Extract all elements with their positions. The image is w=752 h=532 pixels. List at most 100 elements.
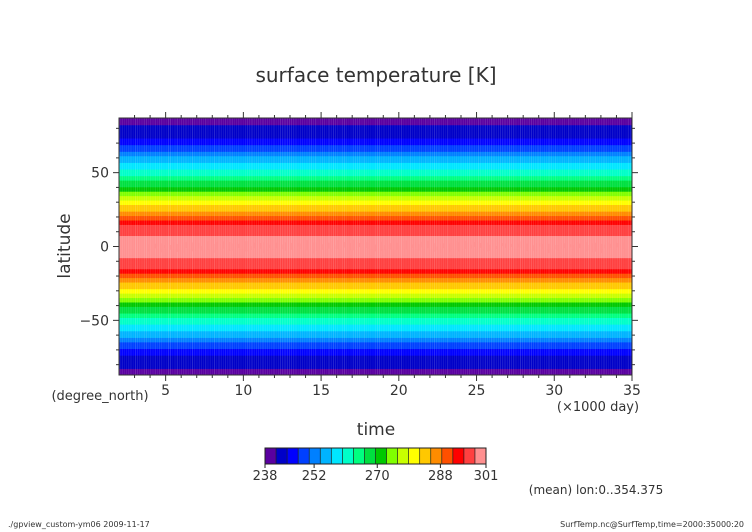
colorbar-cell	[342, 448, 354, 464]
time-variability-streaks	[119, 118, 631, 375]
x-tick-label: 5	[161, 383, 170, 399]
colorbar-tick-label: 301	[474, 469, 499, 484]
colorbar-cell	[375, 448, 387, 464]
footer-left: ./gpview_custom-ym06 2009-11-17	[8, 520, 150, 529]
heatmap-band	[119, 279, 632, 283]
heatmap-band	[119, 182, 632, 186]
colorbar-cell	[331, 448, 343, 464]
colorbar-cell	[408, 448, 420, 464]
heatmap-band	[119, 142, 632, 146]
heatmap-band	[119, 262, 632, 265]
x-tick-label: 20	[390, 383, 408, 399]
heatmap-band	[119, 213, 632, 217]
x-tick-label: 30	[545, 383, 563, 399]
colorbar-cell	[364, 448, 376, 464]
heatmap-band	[119, 199, 632, 203]
heatmap-band	[119, 284, 632, 287]
heatmap-band	[119, 250, 632, 254]
heatmap-band	[119, 191, 632, 194]
colorbar-cell	[298, 448, 310, 464]
colorbar-cell	[386, 448, 398, 464]
heatmap-band	[119, 162, 632, 166]
heatmap-band	[119, 321, 632, 325]
heatmap-band	[119, 337, 632, 341]
heatmap-band	[119, 277, 632, 281]
heatmap-band	[119, 341, 632, 345]
heatmap-band	[119, 175, 632, 179]
heatmap-band	[119, 124, 632, 128]
heatmap-band	[119, 299, 632, 303]
heatmap-band	[119, 348, 632, 352]
heatmap-band	[119, 295, 632, 299]
heatmap-band	[119, 308, 632, 312]
heatmap-band	[119, 197, 632, 201]
footer-right: SurfTemp.nc@SurfTemp,time=2000:35000:20	[560, 520, 744, 529]
heatmap-band	[119, 330, 632, 334]
y-axis-unit: (degree_north)	[51, 389, 148, 404]
heatmap-band	[119, 288, 632, 292]
heatmap-band	[119, 319, 632, 323]
colorbar-cell	[287, 448, 299, 464]
heatmap-band	[119, 370, 632, 374]
heatmap-band	[119, 137, 632, 141]
heatmap-band	[119, 146, 632, 150]
colorbar-tick-label: 252	[302, 469, 327, 484]
heatmap-band	[119, 144, 632, 148]
heatmap-band	[119, 219, 632, 223]
heatmap-band	[119, 133, 632, 137]
colorbar-cell	[276, 448, 288, 464]
heatmap-band	[119, 155, 632, 159]
heatmap-band	[119, 129, 632, 132]
heatmap-band	[119, 332, 632, 336]
heatmap-band	[119, 184, 632, 188]
heatmap-band	[119, 270, 632, 274]
y-axis: −50 0 50	[79, 127, 638, 366]
colorbar	[264, 447, 487, 465]
colorbar-frame	[264, 447, 487, 465]
x-axis-label: time	[357, 420, 395, 440]
x-axis: 5 10 15 20 25 30 35	[134, 112, 641, 399]
x-tick-label: 15	[312, 383, 330, 399]
heatmap-band	[119, 324, 632, 327]
heatmap-band	[119, 335, 632, 338]
heatmap-band	[119, 304, 632, 307]
colorbar-tick-label: 238	[253, 469, 278, 484]
heatmap-band	[119, 339, 632, 343]
heatmap-band	[119, 359, 632, 363]
heatmap-band	[119, 230, 632, 234]
heatmap-band	[119, 204, 632, 208]
heatmap-band	[119, 315, 632, 318]
heatmap-band	[119, 195, 632, 199]
heatmap-band	[119, 310, 632, 314]
chart-title: surface temperature [K]	[255, 63, 496, 87]
heatmap-band	[119, 343, 632, 347]
heatmap-band	[119, 346, 632, 350]
heatmap-band	[119, 140, 632, 143]
heatmap-band	[119, 372, 632, 375]
heatmap-band	[119, 149, 632, 152]
heatmap-band	[119, 312, 632, 316]
heatmap-band	[119, 355, 632, 358]
heatmap-band	[119, 118, 632, 121]
y-tick-label: 0	[100, 240, 109, 256]
colorbar-cell	[463, 448, 476, 464]
colorbar-ticks: 238 252 270 288 301	[253, 464, 499, 484]
heatmap-band	[119, 120, 632, 124]
colorbar-tick-label: 270	[365, 469, 390, 484]
heatmap-band	[119, 171, 632, 174]
heatmap-band	[119, 233, 632, 237]
colorbar-cell	[353, 448, 365, 464]
heatmap-band	[119, 273, 632, 276]
heatmap-band	[119, 164, 632, 168]
heatmap-band	[119, 160, 632, 163]
heatmap-band	[119, 206, 632, 210]
heatmap-band	[119, 326, 632, 330]
heatmap-band	[119, 208, 632, 212]
heatmap-band	[119, 328, 632, 332]
heatmap-band	[119, 186, 632, 190]
colorbar-tick-label: 288	[428, 469, 453, 484]
colorbar-cell	[474, 448, 487, 464]
heatmap-band	[119, 266, 632, 270]
colorbar-cell	[309, 448, 321, 464]
